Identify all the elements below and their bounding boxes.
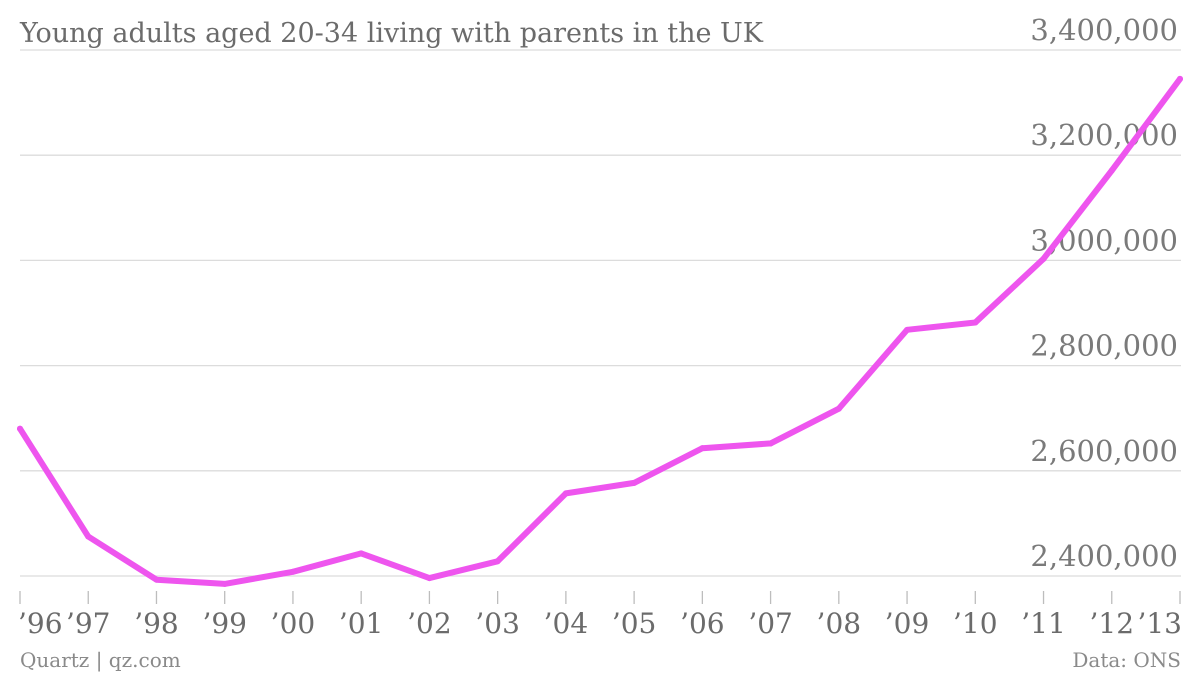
- x-tick-label: ’12: [1089, 607, 1134, 640]
- x-tick-label: ’97: [66, 607, 111, 640]
- data-point: [221, 580, 228, 587]
- x-tick-label: ’13: [1137, 607, 1182, 640]
- data-point: [153, 576, 160, 583]
- x-tick-label: ’03: [475, 607, 520, 640]
- y-tick-label: 2,800,000: [1030, 329, 1178, 363]
- series-line: [17, 75, 1183, 587]
- data-point: [904, 326, 911, 333]
- data-point: [494, 558, 501, 565]
- data-point: [358, 550, 365, 557]
- data-point: [767, 440, 774, 447]
- x-tick-label: ’01: [339, 607, 384, 640]
- x-tick-label: ’07: [748, 607, 793, 640]
- x-tick-label: ’06: [680, 607, 725, 640]
- y-tick-label: 2,600,000: [1030, 434, 1178, 468]
- series-layer: [17, 75, 1183, 587]
- data-point: [835, 405, 842, 412]
- y-tick-label: 2,400,000: [1030, 539, 1178, 573]
- data-point: [289, 568, 296, 575]
- x-tick-label: ’05: [612, 607, 657, 640]
- chart-title: Young adults aged 20-34 living with pare…: [19, 18, 764, 49]
- y-axis-tick-labels: 2,400,000 2,600,000 2,800,000 3,000,000 3,20…: [1030, 13, 1178, 573]
- data-point: [426, 575, 433, 582]
- x-tick-label: ’99: [202, 607, 247, 640]
- gridlines: [20, 49, 1181, 577]
- x-tick-label: ’10: [953, 607, 998, 640]
- data-source: Data: ONS: [1072, 648, 1181, 672]
- x-tick-label: ’96: [18, 607, 63, 640]
- x-axis: ’96’97 ’98 ’99 ’00 ’01 ’02 ’03 ’04 ’05 ’06 ’07 ’08 ’…: [18, 591, 1182, 640]
- x-tick-label: ’11: [1021, 607, 1066, 640]
- data-point: [1108, 167, 1115, 174]
- data-point: [17, 425, 23, 432]
- data-point: [972, 319, 979, 326]
- x-tick-label: ’02: [407, 607, 452, 640]
- y-tick-label: 3,000,000: [1030, 223, 1178, 257]
- data-point: [699, 445, 706, 452]
- data-point: [1040, 255, 1047, 262]
- x-tick-label: ’00: [271, 607, 316, 640]
- y-tick-label: 3,200,000: [1030, 118, 1178, 152]
- x-tick-label: ’98: [134, 607, 179, 640]
- data-point: [562, 490, 569, 497]
- x-tick-label: ’08: [817, 607, 862, 640]
- x-tick-label: ’04: [544, 607, 589, 640]
- data-point: [1177, 75, 1183, 82]
- y-tick-label: 3,400,000: [1030, 13, 1178, 47]
- source-credit: Quartz | qz.com: [20, 648, 181, 673]
- x-tick-label: ’09: [885, 607, 930, 640]
- data-point: [85, 533, 92, 540]
- data-point: [631, 479, 638, 486]
